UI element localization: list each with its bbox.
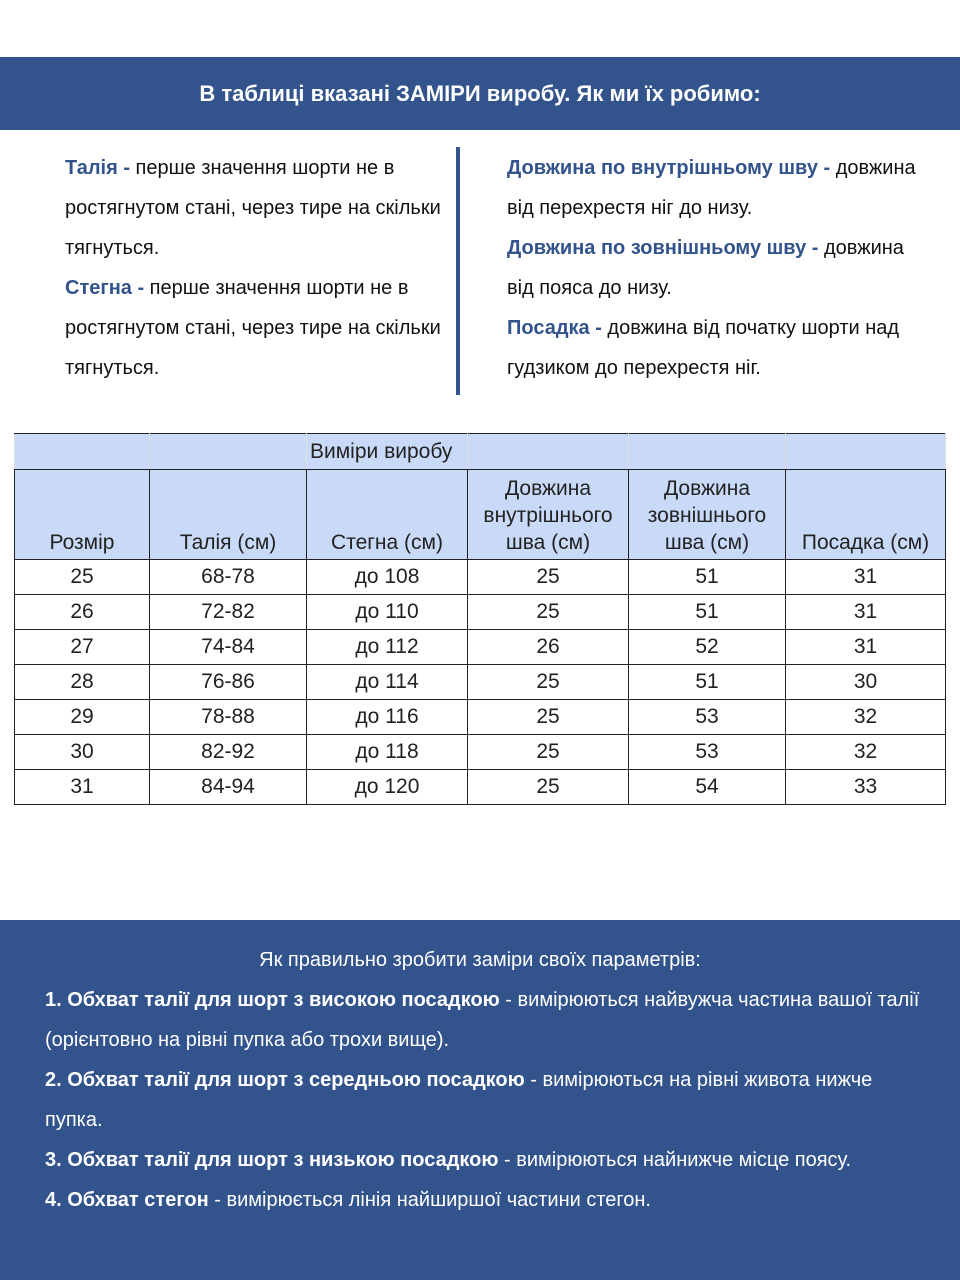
table-cell: 27 bbox=[14, 629, 150, 665]
table-cell: 25 bbox=[467, 769, 629, 805]
table-cell: до 108 bbox=[306, 559, 468, 595]
column-header: Посадка (см) bbox=[785, 469, 946, 560]
table-row: 25 68-78 до 108 25 51 31 bbox=[14, 559, 946, 595]
definition-outseam: Довжина по зовнішньому шву - довжина від… bbox=[507, 228, 927, 308]
table-cell: 25 bbox=[467, 734, 629, 770]
howto-item: 2. Обхват талії для шорт з середньою пос… bbox=[45, 1060, 920, 1140]
table-cell: до 116 bbox=[306, 699, 468, 735]
table-cell: до 112 bbox=[306, 629, 468, 665]
size-table: Виміри виробу Розмір Талія (см) Стегна (см… bbox=[14, 433, 946, 805]
howto-item: 3. Обхват талії для шорт з низькою посад… bbox=[45, 1140, 920, 1180]
divider bbox=[456, 147, 460, 395]
page-banner: В таблиці вказані ЗАМІРИ виробу. Як ми ї… bbox=[0, 57, 960, 130]
table-cell: 32 bbox=[785, 734, 946, 770]
table-cell: 51 bbox=[628, 664, 786, 700]
howto-text: - вимірюються на рівні живота нижче пупк… bbox=[45, 1069, 873, 1131]
term: Стегна - bbox=[65, 277, 145, 299]
table-cell: 26 bbox=[467, 629, 629, 665]
howto-item: 4. Обхват стегон - вимірюється лінія най… bbox=[45, 1180, 920, 1220]
group-cell bbox=[14, 433, 150, 470]
table-cell: до 114 bbox=[306, 664, 468, 700]
definition-waist: Талія - перше значення шорти не в ростяг… bbox=[65, 148, 450, 268]
table-cell: до 110 bbox=[306, 594, 468, 630]
howto-text: - вимірюється лінія найширшої частини ст… bbox=[208, 1189, 651, 1211]
table-row: 26 72-82 до 110 25 51 31 bbox=[14, 594, 946, 630]
howto-text: - вимірюються найвужча частина вашої тал… bbox=[45, 989, 920, 1051]
header-row: Розмір Талія (см) Стегна (см) Довжина внутр… bbox=[14, 469, 946, 560]
column-header: Довжина зовнішнього шва (см) bbox=[628, 469, 786, 560]
table-cell: 25 bbox=[467, 559, 629, 595]
column-header: Стегна (см) bbox=[306, 469, 468, 560]
table-cell: до 118 bbox=[306, 734, 468, 770]
table-cell: 76-86 bbox=[149, 664, 307, 700]
group-header: Виміри виробу bbox=[306, 433, 468, 470]
table-row: 27 74-84 до 112 26 52 31 bbox=[14, 629, 946, 665]
table-cell: 72-82 bbox=[149, 594, 307, 630]
definition-rise: Посадка - довжина від початку шорти над … bbox=[507, 308, 927, 388]
banner-title: В таблиці вказані ЗАМІРИ виробу. Як ми ї… bbox=[199, 80, 761, 106]
term: Довжина по внутрішньому шву - bbox=[507, 157, 831, 179]
definition-text: довжина від пояса до низу. bbox=[507, 237, 904, 299]
table-cell: 54 bbox=[628, 769, 786, 805]
definition-text: перше значення шорти не в ростягнутом ст… bbox=[65, 157, 441, 259]
table-row: 30 82-92 до 118 25 53 32 bbox=[14, 734, 946, 770]
table-cell: 84-94 bbox=[149, 769, 307, 805]
table-cell: 53 bbox=[628, 734, 786, 770]
table-cell: 25 bbox=[467, 664, 629, 700]
group-cell bbox=[149, 433, 307, 470]
table-cell: 28 bbox=[14, 664, 150, 700]
howto-term: 1. Обхват талії для шорт з високою посад… bbox=[45, 989, 500, 1011]
column-header: Розмір bbox=[14, 469, 150, 560]
term: Довжина по зовнішньому шву - bbox=[507, 237, 819, 259]
howto-title: Як правильно зробити заміри своїх параме… bbox=[259, 949, 701, 971]
table-cell: 52 bbox=[628, 629, 786, 665]
table-cell: 31 bbox=[785, 594, 946, 630]
table-cell: 82-92 bbox=[149, 734, 307, 770]
howto-item: 1. Обхват талії для шорт з високою посад… bbox=[45, 980, 920, 1060]
table-cell: 78-88 bbox=[149, 699, 307, 735]
howto-term: 4. Обхват стегон bbox=[45, 1189, 209, 1211]
definition-hips: Стегна - перше значення шорти не в ростя… bbox=[65, 268, 450, 388]
definitions-left: Талія - перше значення шорти не в ростяг… bbox=[65, 148, 450, 388]
table-cell: 25 bbox=[467, 699, 629, 735]
table-cell: 31 bbox=[785, 559, 946, 595]
term: Талія - bbox=[65, 157, 130, 179]
table-cell: 74-84 bbox=[149, 629, 307, 665]
table-cell: 26 bbox=[14, 594, 150, 630]
howto-section: Як правильно зробити заміри своїх параме… bbox=[0, 920, 960, 1280]
table-cell: 33 bbox=[785, 769, 946, 805]
table-cell: 31 bbox=[14, 769, 150, 805]
table-cell: 31 bbox=[785, 629, 946, 665]
table-cell: 32 bbox=[785, 699, 946, 735]
term: Посадка - bbox=[507, 317, 602, 339]
definitions-right: Довжина по внутрішньому шву - довжина ві… bbox=[507, 148, 927, 388]
group-cell bbox=[785, 433, 946, 470]
table-cell: 51 bbox=[628, 594, 786, 630]
table-cell: 53 bbox=[628, 699, 786, 735]
table-cell: 25 bbox=[467, 594, 629, 630]
table-cell: 30 bbox=[785, 664, 946, 700]
group-cell bbox=[628, 433, 786, 470]
definition-text: довжина від початку шорти над гудзиком д… bbox=[507, 317, 900, 379]
howto-text: - вимірюються найнижче місце поясу. bbox=[498, 1149, 852, 1171]
table-row: 29 78-88 до 116 25 53 32 bbox=[14, 699, 946, 735]
table-cell: до 120 bbox=[306, 769, 468, 805]
group-header-row: Виміри виробу bbox=[14, 433, 946, 470]
table-row: 31 84-94 до 120 25 54 33 bbox=[14, 769, 946, 805]
table-cell: 30 bbox=[14, 734, 150, 770]
definition-inseam: Довжина по внутрішньому шву - довжина ві… bbox=[507, 148, 927, 228]
table-cell: 68-78 bbox=[149, 559, 307, 595]
definition-text: перше значення шорти не в ростягнутом ст… bbox=[65, 277, 441, 379]
group-cell bbox=[467, 433, 629, 470]
howto-term: 3. Обхват талії для шорт з низькою посад… bbox=[45, 1149, 499, 1171]
howto-term: 2. Обхват талії для шорт з середньою пос… bbox=[45, 1069, 525, 1091]
table-cell: 29 bbox=[14, 699, 150, 735]
definition-text: довжина від перехрестя ніг до низу. bbox=[507, 157, 916, 219]
column-header: Довжина внутрішнього шва (см) bbox=[467, 469, 629, 560]
table-cell: 25 bbox=[14, 559, 150, 595]
column-header: Талія (см) bbox=[149, 469, 307, 560]
table-row: 28 76-86 до 114 25 51 30 bbox=[14, 664, 946, 700]
table-cell: 51 bbox=[628, 559, 786, 595]
